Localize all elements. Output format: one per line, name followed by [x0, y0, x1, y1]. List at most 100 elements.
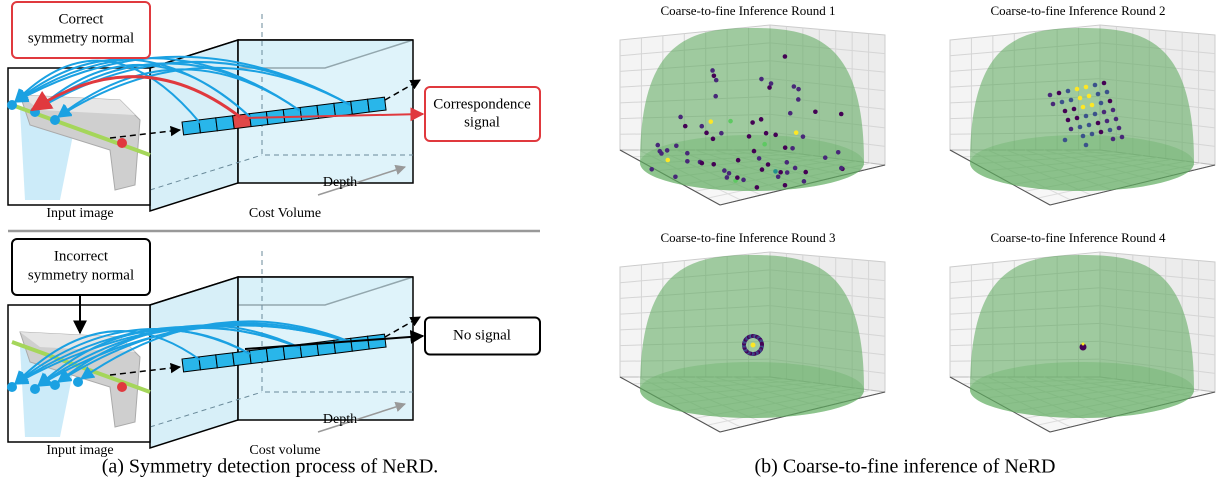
dome [970, 255, 1194, 418]
sample [773, 133, 778, 138]
normal-label: symmetry normal [28, 267, 134, 283]
sample [1093, 83, 1098, 88]
sample [714, 78, 719, 83]
point [50, 115, 60, 125]
sample [813, 109, 818, 114]
round-plot: Coarse-to-fine Inference Round 1 [620, 3, 885, 205]
sample [1051, 102, 1056, 107]
sample [710, 68, 715, 73]
sample [764, 131, 769, 136]
sample [1099, 130, 1104, 135]
sample [1096, 121, 1101, 126]
round-plot: Coarse-to-fine Inference Round 4 [950, 230, 1215, 432]
sample [1075, 87, 1080, 92]
diagram-row: CorrespondencesignalCorrectsymmetry norm… [7, 2, 540, 221]
point [7, 382, 17, 392]
sample [1096, 92, 1101, 97]
sample [1081, 134, 1086, 139]
sample [713, 94, 718, 99]
sample [1082, 343, 1085, 346]
sample [788, 111, 793, 116]
caption-b: (b) Coarse-to-fine inference of NeRD [755, 456, 1056, 478]
sample [823, 155, 828, 160]
sample [783, 183, 788, 188]
round-title: Coarse-to-fine Inference Round 2 [990, 3, 1165, 18]
sample [741, 178, 746, 183]
round-plot: Coarse-to-fine Inference Round 3 [620, 230, 885, 432]
sample [1084, 114, 1089, 119]
sample [1108, 99, 1113, 104]
sample [750, 120, 755, 125]
cost-cell [216, 353, 234, 368]
signal-label: Correspondence [433, 96, 531, 112]
sample [1060, 100, 1065, 105]
sample [683, 124, 688, 129]
sample [1063, 109, 1068, 114]
sample [1084, 85, 1089, 90]
cost-cell [216, 116, 234, 131]
sample [704, 131, 709, 136]
sample [766, 162, 771, 167]
sample [1066, 118, 1071, 123]
sample [711, 162, 716, 167]
sample [1117, 126, 1122, 131]
sample [1093, 112, 1098, 117]
cost-cell [351, 336, 369, 351]
volume-label: Cost volume [249, 443, 320, 458]
sample [773, 169, 778, 174]
sample [759, 117, 764, 122]
sample [784, 160, 789, 165]
cost-cell [199, 118, 217, 133]
sample [801, 134, 806, 139]
sample [678, 115, 683, 120]
figure: (a) Symmetry detection process of NeRD. … [0, 0, 1221, 491]
round-title: Coarse-to-fine Inference Round 4 [990, 230, 1166, 245]
sample [783, 145, 788, 150]
sample [728, 119, 733, 124]
signal-label: No signal [453, 327, 511, 343]
sample [1090, 103, 1095, 108]
sample [1102, 81, 1107, 86]
point [50, 380, 60, 390]
sample [1108, 128, 1113, 133]
sample [839, 112, 844, 117]
sample [700, 161, 705, 166]
cost-cell [300, 105, 318, 120]
sample [1120, 135, 1125, 140]
sample [1099, 101, 1104, 106]
sample [802, 179, 807, 184]
cost-cell [351, 99, 369, 114]
cost-cell [249, 349, 267, 364]
sample [836, 150, 841, 155]
sample [778, 170, 783, 175]
sample [1048, 93, 1053, 98]
sample [767, 85, 772, 90]
sample [785, 170, 790, 175]
sample [719, 131, 724, 136]
sample [727, 171, 732, 176]
sample [783, 54, 788, 59]
sample [759, 77, 764, 82]
sample [762, 142, 767, 147]
sample [1069, 127, 1074, 132]
cost-cell [249, 112, 267, 127]
volume-label: Cost Volume [249, 206, 321, 221]
sample [776, 174, 781, 179]
dome [640, 28, 864, 191]
sample [1072, 107, 1077, 112]
sample [760, 342, 764, 346]
sample [722, 168, 727, 173]
sample [792, 84, 797, 89]
sample [665, 148, 670, 153]
sample [794, 130, 799, 135]
sample [760, 167, 765, 172]
point [117, 138, 127, 148]
sample [1090, 132, 1095, 137]
sample [725, 175, 730, 180]
sample [1084, 143, 1089, 148]
sample [796, 97, 801, 102]
sample [1063, 138, 1068, 143]
sample [1105, 119, 1110, 124]
cost-cell [368, 97, 386, 112]
sample [752, 149, 757, 154]
